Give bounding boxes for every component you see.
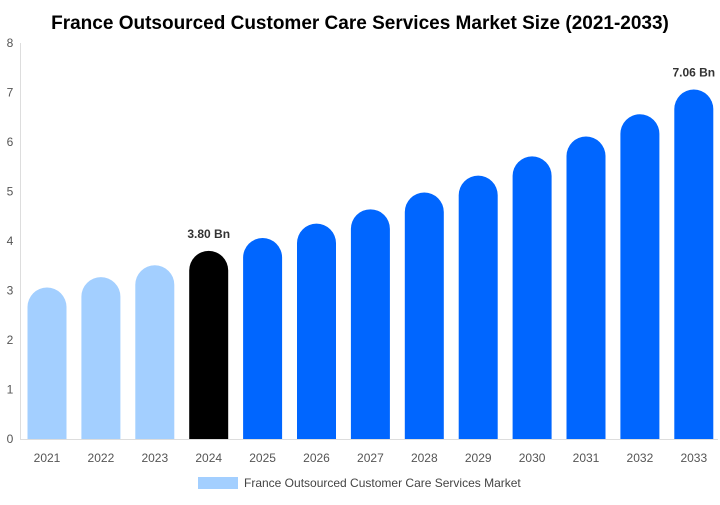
y-tick-label: 1	[7, 383, 14, 397]
y-tick-label: 4	[7, 234, 14, 248]
data-label: 3.80 Bn	[187, 227, 230, 241]
x-tick-label: 2021	[34, 451, 61, 465]
bar-2030	[512, 156, 552, 440]
x-tick-label: 2024	[195, 451, 222, 465]
bar-2027	[350, 209, 390, 439]
y-tick-label: 8	[7, 36, 14, 50]
y-tick-label: 5	[7, 185, 14, 199]
x-tick-label: 2025	[249, 451, 276, 465]
chart-title: France Outsourced Customer Care Services…	[51, 13, 669, 34]
x-tick-label: 2028	[411, 451, 438, 465]
bar-2031	[566, 136, 606, 439]
x-tick-label: 2026	[303, 451, 330, 465]
bar-2029	[458, 175, 498, 439]
y-tick-label: 7	[7, 86, 14, 100]
x-tick-label: 2029	[465, 451, 492, 465]
bar-2023	[135, 265, 175, 439]
x-tick-label: 2030	[519, 451, 546, 465]
x-tick-label: 2023	[141, 451, 168, 465]
y-tick-label: 6	[7, 135, 14, 149]
x-tick-label: 2033	[680, 451, 707, 465]
legend-swatch	[198, 477, 238, 489]
bar-2026	[297, 223, 336, 439]
bar-2032	[620, 114, 660, 439]
x-tick-label: 2022	[88, 451, 115, 465]
x-tick-label: 2027	[357, 451, 384, 465]
bar-2021	[27, 287, 67, 439]
bar-2033	[674, 89, 714, 439]
bar-2022	[81, 277, 121, 439]
data-label: 7.06 Bn	[672, 66, 715, 80]
y-tick-label: 3	[7, 284, 14, 298]
bar-2025	[243, 238, 283, 439]
y-tick-label: 0	[7, 432, 14, 446]
x-tick-label: 2031	[573, 451, 600, 465]
y-tick-label: 2	[7, 333, 14, 347]
bar-2024	[189, 250, 229, 439]
bar-2028	[404, 192, 444, 439]
x-tick-label: 2032	[627, 451, 654, 465]
legend-label: France Outsourced Customer Care Services…	[244, 476, 521, 490]
